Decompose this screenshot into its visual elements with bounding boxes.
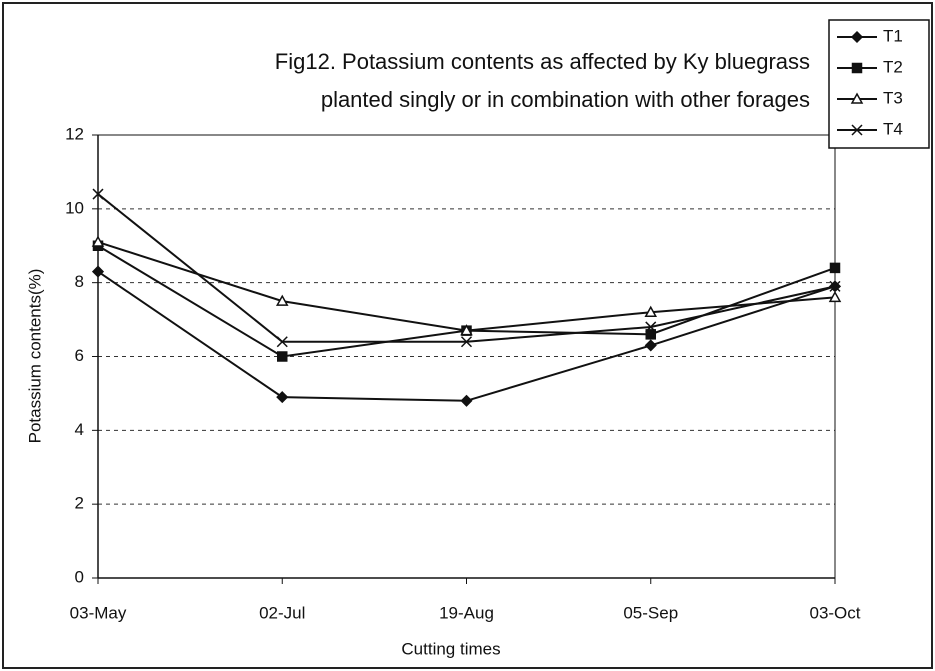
marker (850, 92, 864, 104)
marker (644, 305, 658, 317)
marker (645, 321, 657, 333)
y-tick-label: 8 (75, 272, 84, 291)
marker (851, 62, 863, 74)
marker (91, 235, 105, 247)
x-tick-label: 03-Oct (809, 603, 860, 622)
x-tick-label: 02-Jul (259, 603, 305, 622)
y-tick-label: 12 (65, 124, 84, 143)
y-tick-label: 2 (75, 494, 84, 513)
marker (276, 336, 288, 348)
x-tick-label: 19-Aug (439, 603, 494, 622)
marker (645, 329, 656, 340)
marker (276, 391, 289, 404)
legend-label: T2 (883, 57, 903, 76)
marker (851, 124, 863, 136)
y-tick-label: 4 (75, 420, 84, 439)
marker (275, 294, 289, 306)
legend-box (828, 19, 930, 149)
chart-title: planted singly or in combination with ot… (321, 87, 810, 112)
marker (850, 30, 864, 44)
y-tick-label: 10 (65, 198, 84, 217)
marker (277, 351, 288, 362)
chart-title: Fig12. Potassium contents as affected by… (275, 49, 810, 74)
y-tick-label: 6 (75, 346, 84, 365)
series-line (97, 193, 836, 343)
marker (828, 290, 842, 303)
legend-label: T3 (883, 88, 903, 107)
x-tick-label: 05-Sep (623, 603, 678, 622)
y-axis-label: Potassium contents(%) (25, 269, 44, 444)
y-tick-label: 0 (75, 567, 84, 586)
marker (644, 339, 657, 352)
legend-label: T1 (883, 26, 903, 45)
marker (829, 280, 841, 292)
x-tick-label: 03-May (70, 603, 127, 622)
marker (92, 188, 104, 200)
series-line (97, 270, 836, 402)
marker (460, 394, 473, 407)
marker (460, 336, 473, 348)
series-line (97, 241, 836, 332)
marker (829, 262, 841, 274)
series-line (97, 244, 836, 358)
x-axis-label: Cutting times (401, 639, 500, 658)
marker (91, 265, 105, 278)
legend-label: T4 (883, 119, 903, 138)
marker (460, 324, 473, 336)
